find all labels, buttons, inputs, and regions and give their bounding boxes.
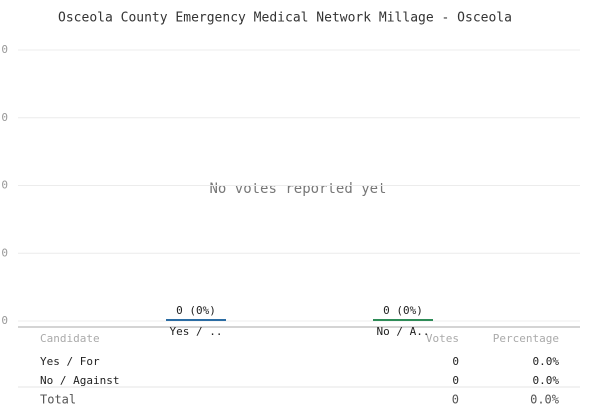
value-label: 0 (0%) bbox=[176, 304, 216, 317]
candidate-votes: 0 bbox=[452, 355, 459, 368]
value-label: 0 (0%) bbox=[383, 304, 423, 317]
y-tick-label: 0 bbox=[1, 43, 8, 56]
total-percentage: 0.0% bbox=[530, 393, 560, 407]
candidate-percentage: 0.0% bbox=[533, 355, 560, 368]
table-header: Votes bbox=[426, 332, 459, 345]
total-label: Total bbox=[40, 393, 76, 407]
candidate-name: No / Against bbox=[40, 374, 119, 387]
total-votes: 0 bbox=[452, 393, 459, 407]
candidate-percentage: 0.0% bbox=[533, 374, 560, 387]
x-tick-label: No / A.. bbox=[377, 325, 430, 338]
y-tick-label: 0 bbox=[1, 246, 8, 259]
x-tick-label: Yes / .. bbox=[170, 325, 223, 338]
candidate-name: Yes / For bbox=[40, 355, 100, 368]
candidate-votes: 0 bbox=[452, 374, 459, 387]
y-tick-label: 0 bbox=[1, 314, 8, 327]
chart-title: Osceola County Emergency Medical Network… bbox=[58, 11, 512, 26]
no-data-message: No votes reported yet bbox=[209, 181, 386, 197]
y-tick-label: 0 bbox=[1, 111, 8, 124]
table-header: Percentage bbox=[493, 332, 559, 345]
table-header: Candidate bbox=[40, 332, 100, 345]
y-tick-label: 0 bbox=[1, 179, 8, 192]
